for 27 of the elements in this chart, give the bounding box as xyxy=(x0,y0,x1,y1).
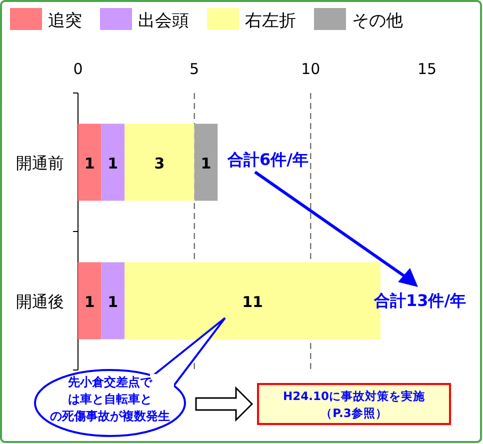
data-label: 1 xyxy=(108,292,118,311)
data-label: 1 xyxy=(84,292,95,311)
y-tick-label: 開通後 xyxy=(16,292,64,311)
x-tick-label: 15 xyxy=(417,60,437,78)
total-label: 合計6件/年 xyxy=(226,150,308,169)
bar xyxy=(78,262,102,340)
total-label: 合計13件/年 xyxy=(372,291,466,310)
x-tick-label: 5 xyxy=(190,60,200,78)
legend-label: 出会頭 xyxy=(138,11,189,31)
text: H24.10に事故対策を実施（P.3参照） xyxy=(283,389,426,420)
text: 先小倉交差点では車と自転車との死傷事故が複数発生 xyxy=(50,375,170,423)
y-tick-label: 開通前 xyxy=(16,153,64,172)
legend-label: 追突 xyxy=(48,11,82,31)
data-label: 1 xyxy=(108,154,118,172)
data-label: 1 xyxy=(200,154,212,172)
bar xyxy=(194,124,218,201)
data-label: 1 xyxy=(84,154,95,172)
legend-label: その他 xyxy=(352,11,403,31)
bar xyxy=(124,124,194,201)
bar xyxy=(101,262,125,340)
legend-label: 右左折 xyxy=(245,11,296,31)
data-label: 3 xyxy=(154,154,165,172)
x-tick-label: 10 xyxy=(301,60,320,78)
bar xyxy=(78,124,102,201)
data-label: 11 xyxy=(242,292,263,311)
x-tick-label: 0 xyxy=(73,60,83,78)
bar xyxy=(101,124,125,201)
